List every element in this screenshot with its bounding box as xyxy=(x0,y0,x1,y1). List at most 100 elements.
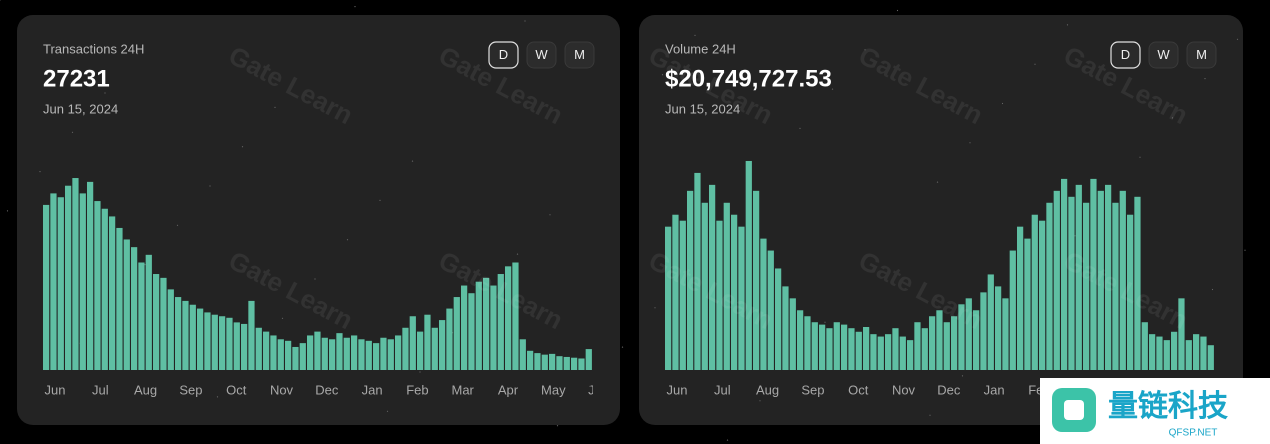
bar xyxy=(314,331,321,370)
star xyxy=(524,20,526,22)
star xyxy=(1066,24,1069,26)
bar xyxy=(417,331,424,370)
period-button-label[interactable]: M xyxy=(574,47,585,62)
star xyxy=(961,375,964,377)
bar xyxy=(899,336,906,370)
bar xyxy=(204,312,211,370)
period-button[interactable] xyxy=(526,41,557,69)
bar xyxy=(709,184,716,370)
star xyxy=(589,385,591,387)
bar xyxy=(468,293,475,370)
bar xyxy=(167,289,174,370)
bar xyxy=(65,185,72,370)
star xyxy=(549,214,551,216)
bar xyxy=(863,327,870,370)
bar xyxy=(153,274,160,370)
period-button-label[interactable]: W xyxy=(535,47,548,62)
bar xyxy=(1097,190,1104,370)
bar xyxy=(892,328,899,370)
period-button[interactable] xyxy=(1186,41,1217,69)
bar xyxy=(987,274,994,370)
period-button-label[interactable]: M xyxy=(1196,47,1207,62)
bar xyxy=(921,328,928,370)
bar xyxy=(775,268,782,370)
logo-icon-inner xyxy=(1064,400,1084,420)
bar xyxy=(1163,340,1170,370)
bar xyxy=(453,297,460,370)
bar xyxy=(182,300,189,370)
x-tick-label: Feb xyxy=(406,382,428,397)
chart-title: Volume 24H xyxy=(665,41,736,56)
bar xyxy=(1200,336,1207,370)
bar xyxy=(299,343,306,370)
bar xyxy=(189,304,196,370)
period-button[interactable] xyxy=(1110,41,1141,69)
star xyxy=(896,9,899,12)
x-tick-label: Sep xyxy=(801,382,824,397)
bar xyxy=(753,190,760,370)
bar xyxy=(160,277,167,370)
x-tick-label: May xyxy=(541,382,566,397)
bar xyxy=(116,227,123,370)
bar xyxy=(1075,184,1082,370)
bar xyxy=(929,316,936,370)
bar xyxy=(387,339,394,370)
bar xyxy=(351,335,358,370)
period-button[interactable] xyxy=(1148,41,1179,69)
star xyxy=(216,396,219,398)
x-tick-label: Jul xyxy=(92,382,109,397)
star xyxy=(864,49,866,51)
bar xyxy=(57,197,64,370)
bar xyxy=(1046,202,1053,370)
bar xyxy=(1178,298,1185,370)
period-button-label[interactable]: D xyxy=(499,47,508,62)
bar xyxy=(958,304,965,370)
x-tick-label: Oct xyxy=(226,382,247,397)
star xyxy=(71,131,74,133)
bar xyxy=(292,346,299,370)
x-tick-label: Jun xyxy=(588,382,609,397)
bar xyxy=(1009,250,1016,370)
bar xyxy=(439,320,446,370)
period-button-label[interactable]: W xyxy=(1157,47,1170,62)
bar xyxy=(446,308,453,370)
star xyxy=(516,253,519,255)
bar xyxy=(797,310,804,370)
bar xyxy=(907,340,914,370)
bar xyxy=(885,334,892,370)
star xyxy=(6,210,9,212)
bar xyxy=(131,247,138,370)
bar xyxy=(877,336,884,370)
bar xyxy=(87,181,94,370)
bar xyxy=(585,349,592,370)
bar xyxy=(343,337,350,370)
bar xyxy=(855,331,862,370)
star xyxy=(314,278,316,280)
bar xyxy=(973,310,980,370)
period-button-label[interactable]: D xyxy=(1121,47,1130,62)
bar xyxy=(760,238,767,370)
star xyxy=(824,321,826,323)
bar xyxy=(965,298,972,370)
period-button[interactable] xyxy=(488,41,519,69)
bar xyxy=(1149,334,1156,370)
star xyxy=(1236,38,1239,40)
bar xyxy=(841,324,848,370)
plot: JunJulAugSepOctNovDecJanFebMarAprMayJun xyxy=(665,160,1215,397)
bar xyxy=(826,328,833,370)
bar xyxy=(672,214,679,370)
bar xyxy=(255,327,262,370)
bar xyxy=(483,277,490,370)
chart-title: Transactions 24H xyxy=(43,41,144,56)
bar xyxy=(138,262,145,370)
bar xyxy=(556,356,563,370)
bar xyxy=(1207,345,1214,370)
bar xyxy=(1141,322,1148,370)
x-tick-label: Jun xyxy=(45,382,66,397)
bar xyxy=(1119,190,1126,370)
star xyxy=(726,439,729,441)
bar xyxy=(527,350,534,370)
period-button[interactable] xyxy=(564,41,595,69)
bar xyxy=(490,285,497,370)
bar xyxy=(1112,202,1119,370)
